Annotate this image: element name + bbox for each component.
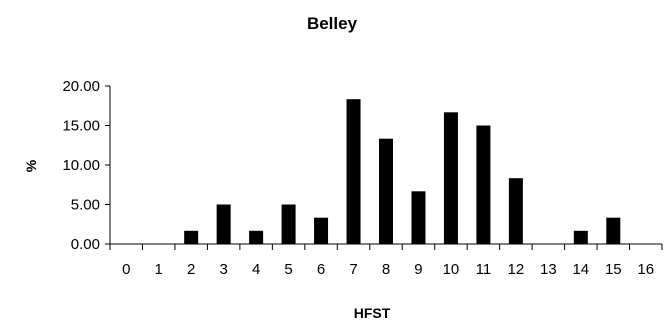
x-tick-label: 15 — [605, 261, 622, 278]
x-tick-label: 16 — [637, 261, 654, 278]
x-tick-label: 10 — [443, 261, 460, 278]
x-tick-label: 8 — [382, 261, 390, 278]
bar — [314, 217, 329, 244]
y-axis-label: % — [23, 159, 39, 172]
chart-title: Belley — [307, 14, 358, 33]
y-tick-label: 15.00 — [62, 118, 100, 135]
x-axis-label: HFST — [354, 305, 391, 321]
x-tick-label: 1 — [155, 261, 163, 278]
bar — [573, 230, 588, 244]
bar — [443, 112, 458, 244]
bar — [508, 178, 523, 244]
bar — [411, 191, 426, 244]
bar — [184, 230, 199, 244]
x-tick-label: 7 — [349, 261, 357, 278]
x-tick-label: 4 — [252, 261, 260, 278]
x-tick-label: 9 — [414, 261, 422, 278]
x-tick-label: 3 — [219, 261, 227, 278]
bar — [216, 204, 231, 244]
y-tick-label: 20.00 — [62, 78, 100, 95]
x-tick-label: 5 — [284, 261, 292, 278]
bar — [281, 204, 296, 244]
y-tick-label: 0.00 — [71, 236, 100, 253]
x-tick-label: 14 — [572, 261, 589, 278]
y-tick-label: 5.00 — [71, 197, 100, 214]
x-tick-label: 11 — [476, 261, 492, 278]
x-tick-label: 2 — [187, 261, 195, 278]
x-tick-label: 6 — [317, 261, 325, 278]
bar — [606, 217, 621, 244]
x-tick-label: 12 — [508, 261, 525, 278]
x-tick-label: 0 — [122, 261, 130, 278]
bar — [476, 125, 491, 244]
y-tick-label: 10.00 — [62, 157, 100, 174]
bar — [346, 99, 361, 245]
x-tick-label: 13 — [540, 261, 557, 278]
bar — [379, 138, 393, 244]
bar — [249, 230, 264, 244]
